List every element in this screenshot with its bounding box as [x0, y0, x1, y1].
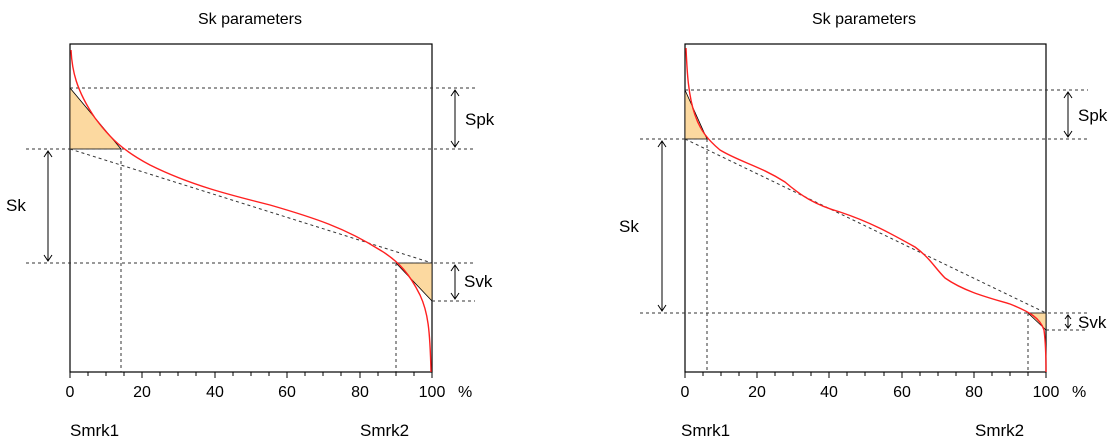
- x-tick-label: 40: [206, 384, 224, 401]
- svk-label: Svk: [1078, 313, 1107, 332]
- plot-frame: [69, 43, 433, 373]
- x-tick-label: 40: [820, 384, 838, 401]
- svk-triangle: [395, 262, 433, 303]
- smrk1-label: Smrk1: [70, 421, 119, 440]
- dimension-arrows: [657, 91, 1073, 329]
- panel-right: Sk parameters Spk Sk Svk: [619, 11, 1108, 440]
- dimension-arrows: [43, 89, 460, 300]
- sk-label: Sk: [6, 196, 26, 215]
- sk-arrowheads: [657, 140, 667, 312]
- x-tick-label: 0: [66, 384, 75, 401]
- panel-left: Sk parameters Spk Sk Svk: [6, 11, 495, 440]
- x-tick-label: 100: [419, 384, 446, 401]
- bearing-curve: [70, 49, 432, 373]
- bearing-curve: [685, 47, 1047, 373]
- panel-title: Sk parameters: [812, 11, 916, 28]
- plot-frame: [684, 43, 1047, 373]
- x-tick-label: 60: [893, 384, 911, 401]
- x-axis-unit: %: [458, 384, 472, 401]
- x-axis-ticks: [684, 372, 1047, 378]
- svk-arrowheads: [1064, 314, 1072, 329]
- guide-lines: [26, 87, 475, 372]
- smrk1-label: Smrk1: [681, 421, 730, 440]
- spk-arrowheads: [1063, 91, 1073, 138]
- equivalent-line: [69, 148, 433, 264]
- x-tick-label: 80: [351, 384, 369, 401]
- x-tick-label: 20: [133, 384, 151, 401]
- sk-arrowheads: [43, 150, 53, 262]
- smrk2-label: Smrk2: [975, 421, 1024, 440]
- x-tick-label: 20: [748, 384, 766, 401]
- x-axis-ticks: [69, 372, 433, 378]
- spk-arrowheads: [450, 89, 460, 148]
- sk-label: Sk: [619, 217, 639, 236]
- guide-lines: [640, 89, 1088, 372]
- x-tick-label: 80: [965, 384, 983, 401]
- svk-arrowheads: [450, 264, 460, 300]
- x-tick-label: 60: [278, 384, 296, 401]
- x-axis-unit: %: [1072, 384, 1086, 401]
- svk-label: Svk: [464, 272, 493, 291]
- x-tick-label: 0: [681, 384, 690, 401]
- equivalent-line: [684, 138, 1047, 314]
- spk-label: Spk: [465, 110, 495, 129]
- x-tick-label: 100: [1033, 384, 1060, 401]
- panel-title: Sk parameters: [198, 11, 302, 28]
- smrk2-label: Smrk2: [360, 421, 409, 440]
- spk-label: Spk: [1078, 106, 1108, 125]
